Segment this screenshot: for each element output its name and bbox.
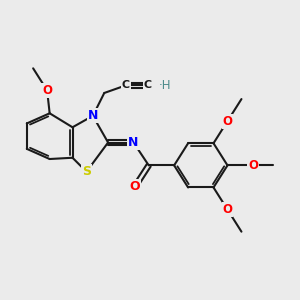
Text: N: N [128,136,139,149]
Text: O: O [223,115,232,128]
Text: O: O [42,84,52,97]
Text: O: O [129,181,140,194]
Text: ·H: ·H [159,79,171,92]
Text: O: O [223,203,232,216]
Text: N: N [88,109,98,122]
Text: C: C [122,80,130,90]
Text: C: C [143,80,152,90]
Text: S: S [82,165,91,178]
Text: O: O [248,159,258,172]
